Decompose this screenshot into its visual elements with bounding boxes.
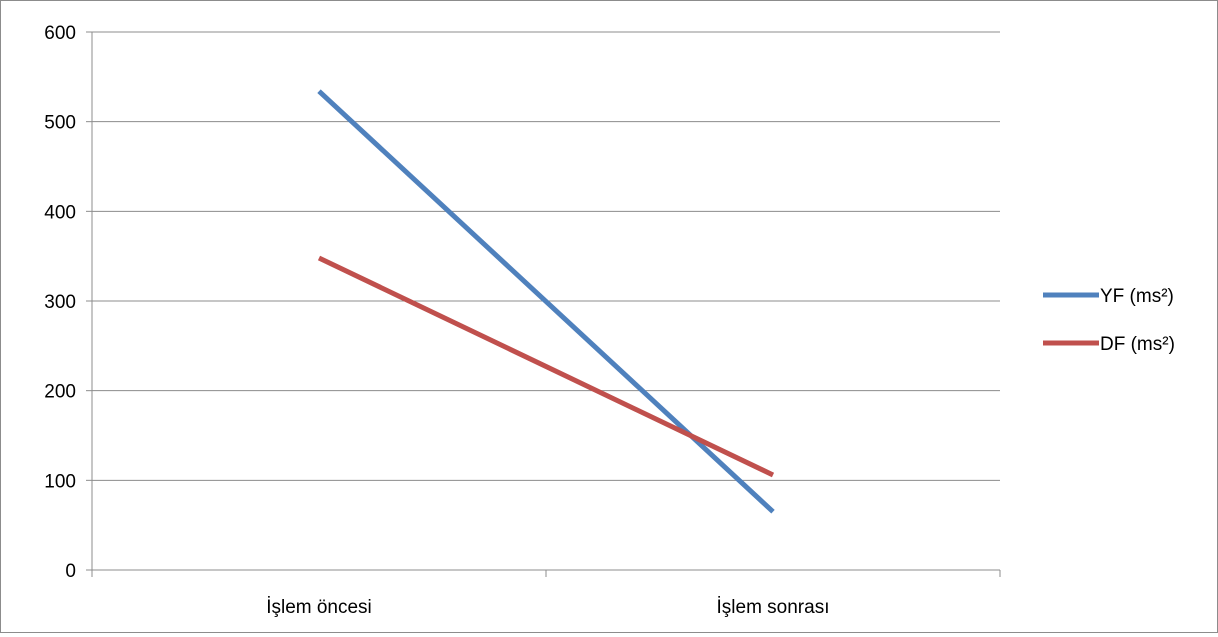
y-tick-label: 0	[65, 561, 76, 582]
legend: YF (ms²) DF (ms²)	[1043, 286, 1175, 355]
y-tick-label: 400	[44, 202, 76, 223]
legend-label: YF (ms²)	[1100, 286, 1174, 307]
axes	[86, 31, 1001, 577]
series-line-1	[317, 89, 775, 514]
x-tick-label: İşlem öncesi	[266, 597, 372, 618]
y-tick-label: 300	[44, 292, 76, 313]
series-line-2	[317, 255, 775, 478]
x-tick-labels: İşlem öncesi İşlem sonrası	[266, 597, 829, 618]
y-tick-label: 100	[44, 471, 76, 492]
legend-label: DF (ms²)	[1100, 334, 1175, 355]
series-lines	[317, 89, 775, 514]
y-tick-label: 500	[44, 113, 76, 134]
y-tick-label: 600	[44, 23, 76, 44]
x-tick-label: İşlem sonrası	[717, 597, 830, 618]
gridlines	[92, 31, 1000, 481]
y-tick-labels: 0 100 200 300 400 500 600	[44, 23, 76, 582]
y-tick-label: 200	[44, 382, 76, 403]
